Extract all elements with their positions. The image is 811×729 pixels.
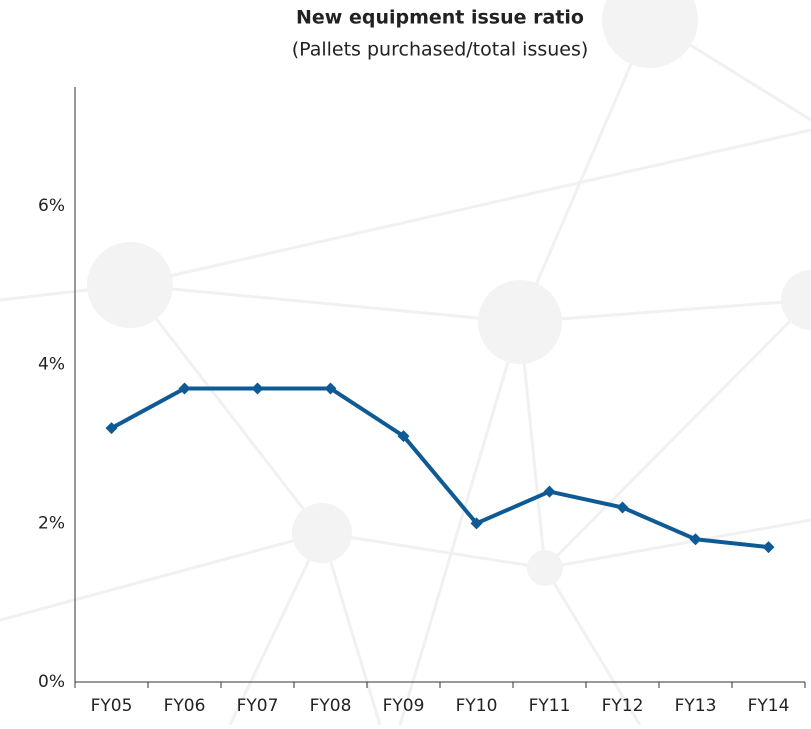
x-tick-label: FY12 xyxy=(602,696,644,716)
data-marker xyxy=(543,485,556,498)
data-marker xyxy=(324,382,337,395)
data-marker xyxy=(689,533,702,546)
chart-title: New equipment issue ratio xyxy=(296,7,584,29)
y-tick-label: 6% xyxy=(38,196,65,216)
data-marker xyxy=(616,501,629,514)
data-marker xyxy=(762,541,775,554)
y-tick-label: 2% xyxy=(38,513,65,533)
data-marker xyxy=(178,382,191,395)
x-tick-label: FY10 xyxy=(456,696,498,716)
data-marker xyxy=(105,422,118,435)
data-marker xyxy=(470,517,483,530)
data-marker xyxy=(251,382,264,395)
data-marker xyxy=(397,430,410,443)
x-tick-label: FY14 xyxy=(748,696,790,716)
x-tick-label: FY09 xyxy=(383,696,425,716)
x-tick-label: FY11 xyxy=(529,696,571,716)
y-tick-label: 4% xyxy=(38,355,65,375)
x-tick-label: FY08 xyxy=(310,696,352,716)
x-tick-label: FY13 xyxy=(675,696,717,716)
y-tick-label: 0% xyxy=(38,672,65,692)
chart-subtitle: (Pallets purchased/total issues) xyxy=(292,39,589,61)
data-line xyxy=(110,386,769,550)
x-tick-label: FY06 xyxy=(164,696,206,716)
x-tick-label: FY05 xyxy=(91,696,133,716)
x-tick-label: FY07 xyxy=(237,696,279,716)
